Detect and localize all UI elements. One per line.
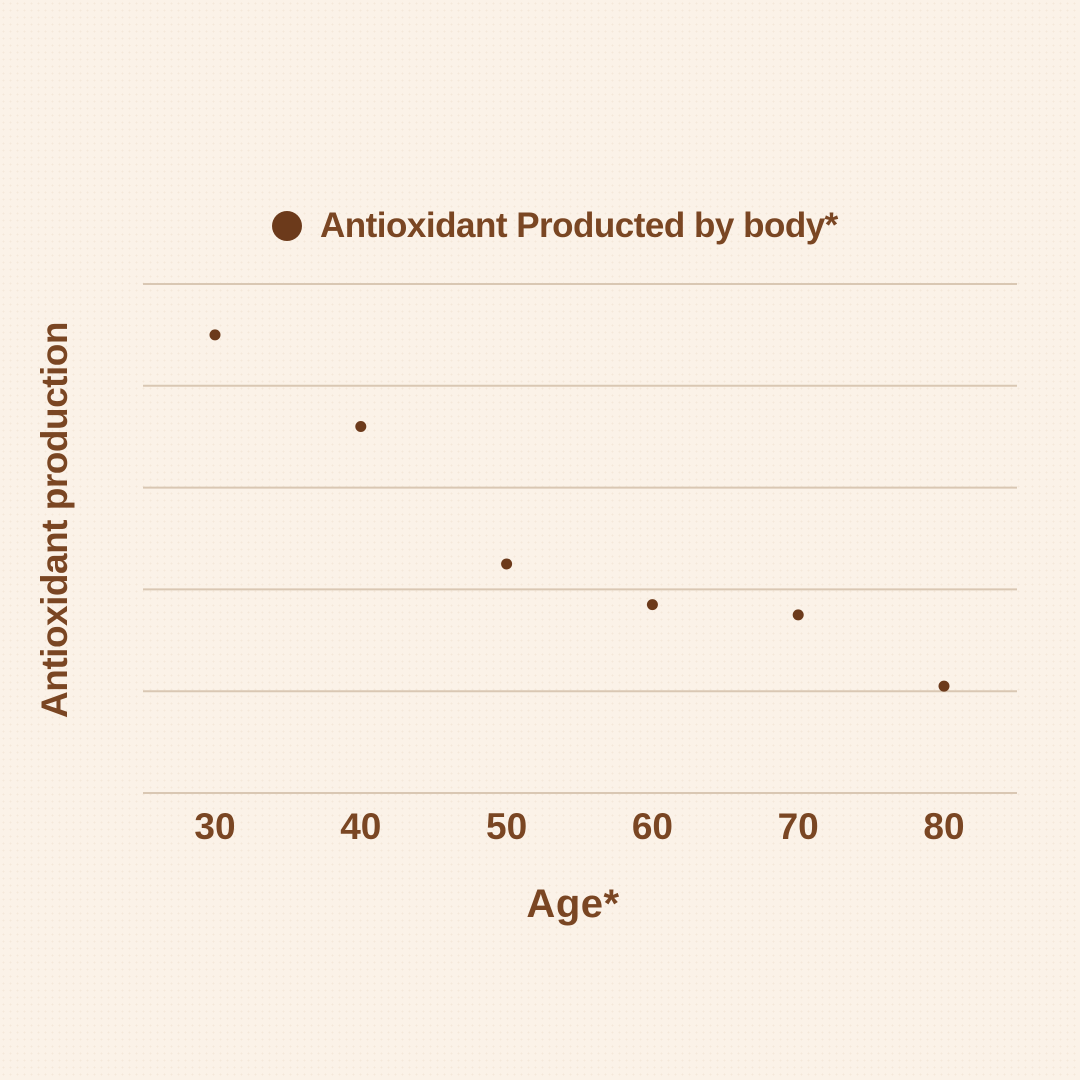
data-point: [355, 421, 367, 433]
data-point: [792, 609, 804, 621]
x-axis-title: Age*: [526, 882, 620, 926]
data-point: [646, 599, 658, 611]
data-point: [938, 680, 950, 692]
data-point: [209, 329, 221, 341]
data-point: [501, 558, 513, 570]
legend: Antioxidant Producted by body*: [272, 196, 838, 256]
legend-label: Antioxidant Producted by body*: [320, 206, 838, 245]
legend-marker-circle-icon: [272, 211, 302, 241]
